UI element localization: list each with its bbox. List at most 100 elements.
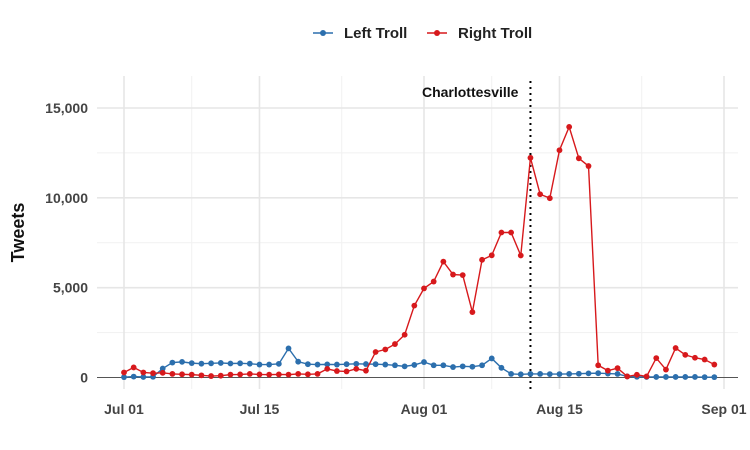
data-point <box>382 361 389 368</box>
data-point <box>488 355 495 362</box>
data-point <box>372 361 379 368</box>
data-point <box>604 367 611 374</box>
data-point <box>227 371 234 378</box>
data-point <box>314 361 321 368</box>
data-point <box>169 371 176 377</box>
data-point <box>256 361 263 368</box>
data-point <box>275 360 282 367</box>
data-point <box>624 373 631 380</box>
data-point <box>546 195 553 202</box>
data-point <box>479 362 485 369</box>
legend-swatch-dot <box>434 30 440 36</box>
data-point <box>595 362 602 369</box>
series-line <box>123 124 715 378</box>
data-point <box>285 345 292 352</box>
data-point <box>150 370 156 377</box>
data-point <box>527 154 534 161</box>
data-point <box>701 356 708 363</box>
data-point <box>595 370 602 377</box>
y-tick-label: 0 <box>80 370 88 386</box>
data-point <box>585 163 592 169</box>
data-point <box>575 370 582 377</box>
data-point <box>653 355 660 361</box>
data-point <box>169 359 176 366</box>
data-point <box>663 374 669 380</box>
data-point <box>479 256 485 263</box>
data-point <box>672 374 679 380</box>
y-tick-label: 15,000 <box>45 100 88 116</box>
data-point <box>508 371 514 377</box>
data-point <box>411 302 418 309</box>
data-point <box>614 365 621 372</box>
data-point <box>701 374 708 381</box>
y-tick-label: 5,000 <box>53 280 88 296</box>
data-point <box>440 362 447 369</box>
data-point <box>314 371 321 377</box>
data-point <box>392 362 398 369</box>
data-point <box>217 360 224 366</box>
data-point <box>614 371 621 377</box>
data-point <box>285 371 292 378</box>
data-point <box>421 285 427 292</box>
data-point <box>556 147 563 154</box>
data-point <box>304 361 311 368</box>
data-point <box>527 371 534 377</box>
data-point <box>488 252 495 259</box>
data-point <box>208 360 215 367</box>
data-point <box>140 374 147 380</box>
data-point <box>711 361 718 368</box>
data-point <box>159 365 166 372</box>
x-tick-label: Sep 01 <box>701 401 746 417</box>
data-point <box>430 362 437 369</box>
x-tick-label: Jul 01 <box>104 401 144 417</box>
y-axis-title: Tweets <box>8 203 28 263</box>
x-tick-label: Aug 01 <box>401 401 448 417</box>
data-point <box>508 229 514 236</box>
legend-item: Left Troll <box>313 25 407 42</box>
data-point <box>353 365 360 372</box>
data-point <box>459 272 466 278</box>
data-point <box>304 371 311 378</box>
series <box>121 123 718 381</box>
data-point <box>517 252 524 259</box>
data-point <box>585 370 592 377</box>
data-point <box>353 360 360 367</box>
data-point <box>382 346 389 353</box>
data-point <box>363 367 369 374</box>
legend-item: Right Troll <box>427 25 532 42</box>
data-point <box>343 368 350 375</box>
data-point <box>198 360 205 367</box>
data-point <box>498 229 505 236</box>
data-point <box>256 371 263 378</box>
data-point <box>188 371 195 378</box>
data-point <box>498 364 505 371</box>
data-point <box>692 374 698 380</box>
data-point <box>537 371 544 377</box>
data-point <box>246 371 253 377</box>
data-point <box>237 371 244 378</box>
data-point <box>275 371 282 378</box>
data-point <box>575 155 582 162</box>
data-point <box>692 354 698 361</box>
data-point <box>469 363 476 370</box>
data-point <box>537 191 544 198</box>
data-point <box>546 371 553 377</box>
data-point <box>372 349 379 355</box>
data-point <box>401 331 408 338</box>
data-point <box>643 373 650 380</box>
data-point <box>343 361 350 368</box>
data-point <box>179 371 185 378</box>
legend-label: Right Troll <box>458 25 532 42</box>
legend-swatch-dot <box>320 30 326 36</box>
data-point <box>566 371 573 377</box>
data-point <box>324 365 331 372</box>
series-right-troll <box>121 123 718 380</box>
data-point <box>324 361 331 368</box>
data-point <box>517 371 524 378</box>
data-point <box>682 351 689 358</box>
x-tick-label: Aug 15 <box>536 401 583 417</box>
legend-label: Left Troll <box>344 25 407 42</box>
data-point <box>179 358 185 365</box>
